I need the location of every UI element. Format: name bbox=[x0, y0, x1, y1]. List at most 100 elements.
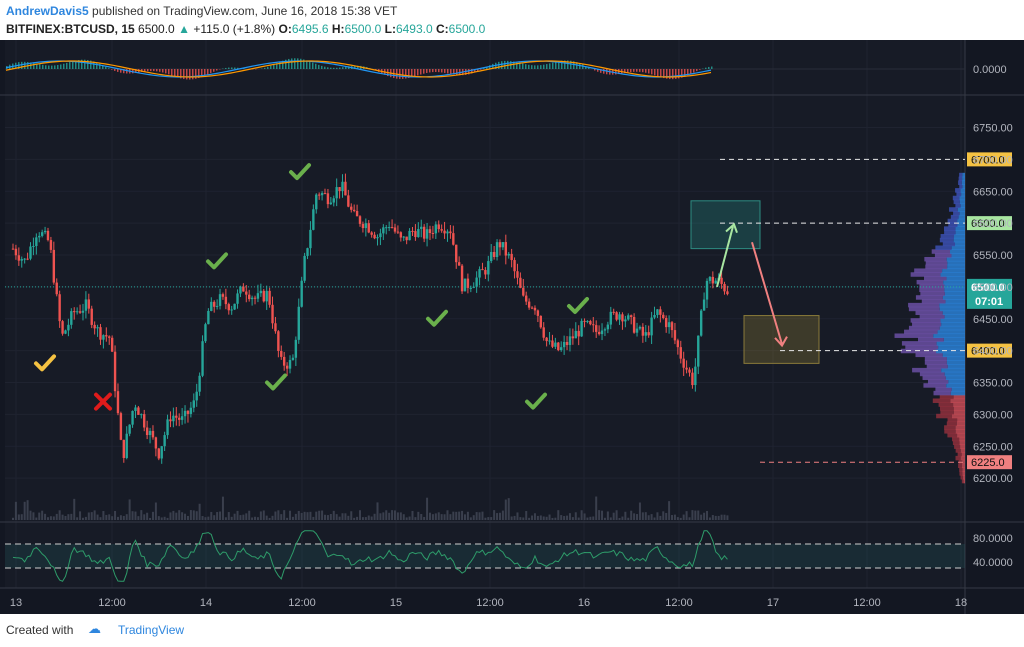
candle-body-204 bbox=[606, 324, 610, 330]
volume-bar-182 bbox=[542, 516, 545, 520]
vp-bar-a-6417 bbox=[918, 337, 944, 342]
volume-bar-178 bbox=[531, 515, 534, 520]
vp-bar-a-6315 bbox=[938, 402, 954, 407]
macd-hist-588 bbox=[588, 67, 590, 69]
macd-hist-438 bbox=[438, 69, 440, 73]
volume-bar-77 bbox=[236, 510, 239, 520]
macd-hist-201 bbox=[201, 69, 203, 77]
symbol-label[interactable]: BITFINEX:BTCUSD, 15 bbox=[6, 22, 135, 36]
tradingview-logo-icon[interactable]: ☁ bbox=[88, 621, 101, 636]
candle-body-50 bbox=[157, 448, 160, 459]
vp-bar-a-6651 bbox=[955, 188, 961, 193]
volume-bar-14 bbox=[52, 516, 55, 520]
candle-body-24 bbox=[81, 310, 85, 313]
volume-bar-161 bbox=[481, 511, 484, 520]
macd-hist-504 bbox=[504, 60, 506, 69]
candle-body-144 bbox=[431, 232, 435, 234]
candle-body-167 bbox=[498, 242, 502, 248]
volume-bar-202 bbox=[601, 510, 604, 520]
vp-bar-b-6225 bbox=[962, 459, 965, 465]
vp-bar-b-6291 bbox=[957, 417, 965, 423]
macd-hist-546 bbox=[546, 64, 548, 69]
volume-bar-40 bbox=[128, 499, 131, 520]
volume-bar-3 bbox=[20, 514, 23, 520]
volume-bar-37 bbox=[119, 515, 122, 520]
candle-body-187 bbox=[557, 342, 560, 351]
macd-hist-477 bbox=[477, 69, 479, 72]
candle-body-193 bbox=[574, 330, 577, 339]
high-value: 6500.0 bbox=[344, 22, 382, 36]
vp-bar-a-6555 bbox=[931, 249, 951, 254]
volume-bar-129 bbox=[388, 512, 391, 520]
level-label-6600.0: 6600.0 bbox=[971, 218, 1005, 230]
candle-body-37 bbox=[119, 413, 123, 440]
candle-body-77 bbox=[236, 293, 239, 304]
volume-bar-78 bbox=[239, 515, 242, 520]
rsi-tick-80: 80.0000 bbox=[973, 533, 1013, 545]
macd-hist-405 bbox=[405, 69, 407, 79]
candle-body-44 bbox=[140, 414, 143, 416]
vp-bar-a-6339 bbox=[935, 387, 952, 392]
macd-hist-537 bbox=[537, 65, 539, 69]
macd-hist-96 bbox=[96, 62, 98, 69]
volume-bar-27 bbox=[90, 512, 93, 520]
macd-hist-105 bbox=[105, 66, 107, 69]
macd-hist-570 bbox=[570, 60, 572, 69]
vp-bar-b-6597 bbox=[957, 222, 965, 228]
vp-bar-b-6315 bbox=[953, 402, 965, 407]
macd-hist-453 bbox=[453, 69, 455, 75]
volume-bar-158 bbox=[472, 515, 475, 520]
candle-body-136 bbox=[408, 230, 411, 241]
macd-hist-228 bbox=[228, 67, 230, 69]
candle-body-134 bbox=[402, 236, 405, 238]
candle-body-96 bbox=[291, 357, 295, 360]
candle-body-21 bbox=[73, 311, 76, 313]
price-axis[interactable]: 6200.00 6250.00 6300.00 6350.00 6400.00 6450.… bbox=[973, 123, 1013, 486]
chart-canvas[interactable]: 0.0000 6700.0 6600.0 6400.0 6225.0 6500.0 07:… bbox=[0, 40, 1024, 614]
candle-body-92 bbox=[280, 350, 283, 357]
macd-hist-444 bbox=[444, 69, 446, 73]
macd-hist-627 bbox=[627, 69, 629, 73]
vp-bar-a-6561 bbox=[935, 245, 952, 250]
vp-bar-b-6255 bbox=[959, 440, 965, 446]
volume-bar-100 bbox=[303, 511, 306, 520]
volume-bar-109 bbox=[329, 513, 332, 520]
vp-bar-a-6387 bbox=[924, 356, 947, 361]
candle-body-199 bbox=[592, 324, 595, 326]
vp-bar-a-6369 bbox=[912, 367, 942, 373]
volume-bar-157 bbox=[469, 517, 472, 520]
volume-bar-124 bbox=[373, 513, 376, 520]
macd-hist-111 bbox=[111, 69, 113, 70]
author-name[interactable]: AndrewDavis5 bbox=[6, 4, 89, 18]
time-axis[interactable]: 13 12:00 14 12:00 15 12:00 16 12:00 17 12:00 18 bbox=[10, 597, 967, 609]
volume-bar-121 bbox=[364, 517, 367, 520]
vp-bar-a-6543 bbox=[924, 256, 947, 262]
vp-bar-a-6435 bbox=[908, 325, 940, 331]
candle-body-47 bbox=[148, 430, 152, 436]
candle-body-241 bbox=[714, 280, 717, 284]
candle-body-213 bbox=[632, 316, 636, 333]
vp-bar-a-6291 bbox=[947, 417, 958, 423]
candle-body-173 bbox=[516, 271, 519, 278]
vp-bar-b-6435 bbox=[939, 325, 965, 331]
tradingview-link[interactable]: TradingView bbox=[118, 623, 185, 637]
vp-bar-a-6513 bbox=[924, 276, 947, 281]
candle-body-229 bbox=[679, 347, 682, 359]
candle-body-245 bbox=[726, 291, 729, 295]
vp-bar-a-6285 bbox=[946, 421, 957, 426]
vp-bar-b-6351 bbox=[948, 379, 965, 384]
candle-body-172 bbox=[513, 260, 516, 272]
open-value: 6495.6 bbox=[291, 22, 329, 36]
candle-body-30 bbox=[99, 327, 102, 340]
last-price: 6500.0 bbox=[138, 22, 175, 36]
macd-hist-63 bbox=[63, 63, 65, 69]
macd-hist-414 bbox=[414, 69, 416, 77]
candle-body-38 bbox=[122, 439, 126, 458]
candle-body-219 bbox=[650, 317, 653, 336]
volume-bar-180 bbox=[536, 515, 539, 520]
volume-bar-8 bbox=[35, 517, 38, 520]
volume-bar-237 bbox=[703, 512, 706, 520]
volume-bar-4 bbox=[23, 501, 26, 520]
close-value: 6500.0 bbox=[448, 22, 486, 36]
macd-hist-309 bbox=[309, 61, 311, 69]
